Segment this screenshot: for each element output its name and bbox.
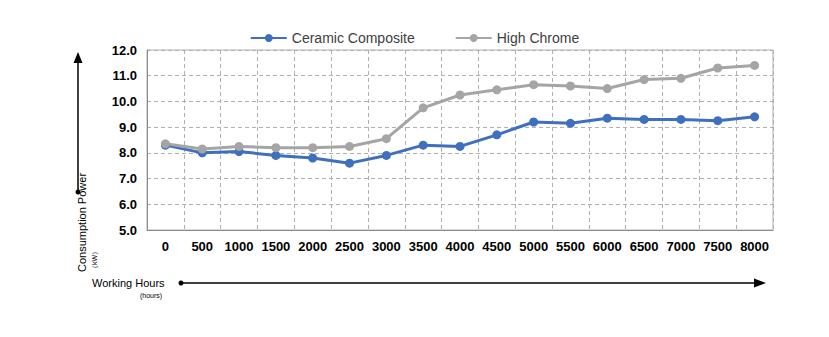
svg-text:High Chrome: High Chrome [497,30,580,46]
svg-text:1500: 1500 [261,239,290,254]
svg-text:7000: 7000 [666,239,695,254]
svg-text:7.0: 7.0 [119,171,137,186]
svg-text:12.0: 12.0 [112,43,137,58]
svg-text:（kW）: （kW） [91,248,99,272]
svg-text:6.0: 6.0 [119,197,137,212]
svg-text:2500: 2500 [335,239,364,254]
svg-text:5500: 5500 [556,239,585,254]
svg-text:0: 0 [162,239,169,254]
svg-text:5000: 5000 [519,239,548,254]
svg-text:9.0: 9.0 [119,120,137,135]
svg-text:10.0: 10.0 [112,94,137,109]
svg-text:6500: 6500 [630,239,659,254]
svg-text:4000: 4000 [446,239,475,254]
svg-text:6000: 6000 [593,239,622,254]
svg-text:Working Hours: Working Hours [92,277,165,289]
svg-text:5.0: 5.0 [119,223,137,238]
svg-text:8000: 8000 [740,239,769,254]
svg-text:11.0: 11.0 [112,68,137,83]
svg-text:3000: 3000 [372,239,401,254]
svg-text:3500: 3500 [409,239,438,254]
svg-text:4500: 4500 [482,239,511,254]
svg-text:7500: 7500 [703,239,732,254]
svg-text:8.0: 8.0 [119,145,137,160]
svg-text:Consumption Power: Consumption Power [76,173,88,272]
svg-text:2000: 2000 [298,239,327,254]
svg-text:1000: 1000 [225,239,254,254]
svg-text:Ceramic Composite: Ceramic Composite [292,30,415,46]
svg-text:(hours): (hours) [140,292,162,300]
svg-text:500: 500 [191,239,213,254]
